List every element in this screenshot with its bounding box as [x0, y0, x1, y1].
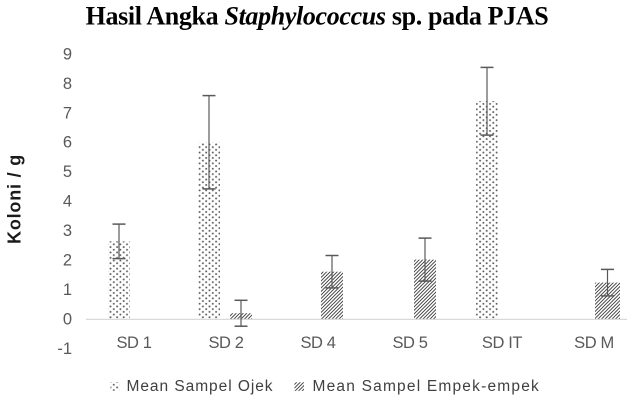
svg-text:8: 8 [63, 75, 72, 93]
svg-text:SD 4: SD 4 [300, 334, 335, 352]
svg-text:9: 9 [63, 45, 72, 63]
svg-text:4: 4 [63, 193, 72, 211]
svg-text:6: 6 [63, 134, 72, 152]
svg-text:SD IT: SD IT [482, 334, 522, 352]
svg-text:SD 5: SD 5 [392, 334, 427, 352]
svg-text:5: 5 [63, 163, 72, 181]
svg-text:0: 0 [63, 310, 72, 328]
svg-text:3: 3 [63, 222, 72, 240]
svg-text:7: 7 [63, 104, 72, 122]
svg-text:Mean Sampel Empek-empek: Mean Sampel Empek-empek [313, 378, 540, 395]
svg-text:Hasil Angka Staphylococcus sp.: Hasil Angka Staphylococcus sp. pada PJAS [86, 2, 549, 31]
svg-text:Koloni / g: Koloni / g [5, 154, 25, 244]
svg-text:2: 2 [63, 252, 72, 270]
svg-text:1: 1 [63, 281, 72, 299]
svg-text:-1: -1 [57, 340, 72, 358]
svg-text:Mean Sampel Ojek: Mean Sampel Ojek [127, 378, 274, 395]
svg-text:SD 2: SD 2 [208, 334, 243, 352]
svg-text:SD M: SD M [574, 334, 614, 352]
svg-text:SD 1: SD 1 [116, 334, 151, 352]
